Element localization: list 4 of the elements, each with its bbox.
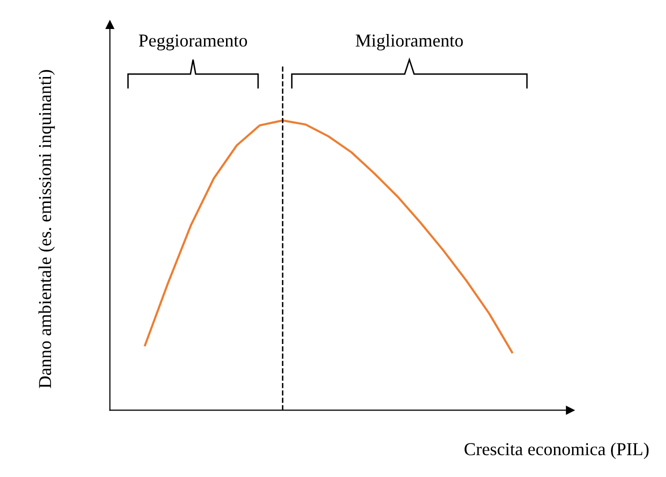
text: Peggioramento — [138, 34, 248, 50]
y-axis-title: Danno ambientale (es. emissioni inquinanti) — [38, 70, 55, 388]
x-axis-title: Crescita economica (PIL) — [464, 442, 649, 459]
text: Miglioramento — [356, 34, 463, 50]
